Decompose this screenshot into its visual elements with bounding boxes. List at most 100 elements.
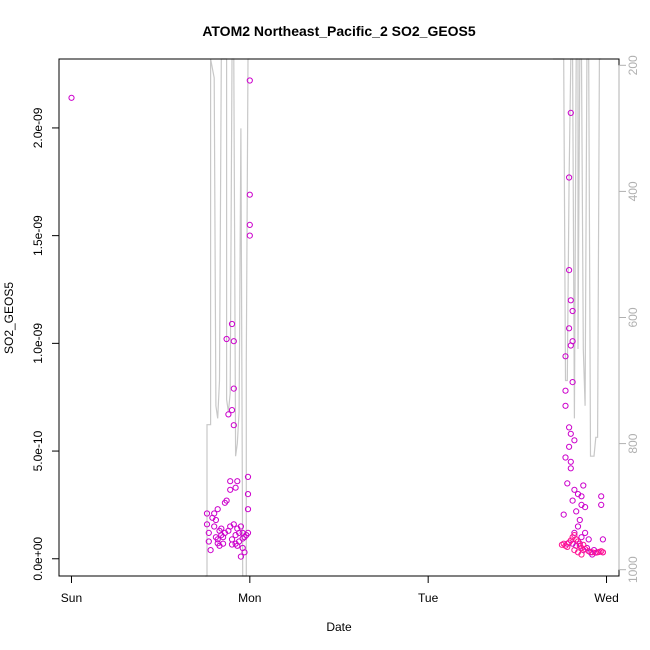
data-point: [207, 547, 214, 554]
data-point: [589, 549, 596, 556]
data-point: [571, 437, 578, 444]
data-point: [562, 402, 569, 409]
data-point: [580, 482, 587, 489]
data-point: [566, 174, 573, 181]
data-point: [244, 506, 252, 513]
data-point: [239, 535, 246, 542]
x-tick-label: Wed: [594, 591, 618, 605]
data-point: [566, 424, 573, 431]
data-point: [571, 486, 578, 493]
data-point: [564, 480, 571, 487]
data-point: [230, 385, 237, 392]
y-tick-label: 1.5e-09: [31, 215, 45, 256]
data-point: [578, 551, 585, 558]
data-point: [244, 473, 252, 480]
x-axis-label: Date: [326, 620, 352, 634]
data-point: [205, 538, 212, 545]
data-point: [211, 523, 218, 530]
data-point: [566, 267, 573, 274]
data-point: [237, 553, 244, 560]
x-axis: Sun Mon Tue Wed: [61, 575, 619, 605]
y-tick-label: 5.0e-10: [31, 430, 45, 471]
data-point: [225, 411, 232, 418]
x-tick-label: Mon: [238, 591, 261, 605]
data-point: [218, 525, 225, 532]
data-point: [212, 516, 219, 524]
data-point: [214, 540, 221, 547]
points-layer: [68, 77, 607, 560]
data-point: [567, 109, 574, 117]
data-point: [227, 486, 234, 493]
data-point: [566, 325, 573, 332]
data-point: [236, 529, 243, 537]
y-tick-label: 1.0e-09: [31, 323, 45, 364]
data-point: [232, 484, 239, 491]
data-point: [223, 335, 230, 343]
data-point: [585, 548, 592, 555]
data-point: [214, 536, 221, 543]
data-point: [578, 493, 585, 500]
data-point: [562, 387, 569, 394]
data-point: [569, 497, 576, 504]
data-point: [571, 547, 578, 554]
data-point: [234, 478, 241, 485]
plot-frame: [58, 58, 620, 577]
right-tick-label: 600: [626, 307, 640, 327]
data-point: [582, 504, 589, 511]
data-point: [562, 353, 569, 360]
data-point: [574, 523, 582, 530]
data-point: [246, 221, 253, 228]
data-point: [214, 506, 221, 513]
right-tick-label: 1000: [626, 556, 640, 583]
data-point: [230, 521, 237, 528]
data-point: [578, 544, 585, 552]
data-point: [592, 549, 599, 556]
data-point: [582, 529, 589, 537]
right-tick-label: 800: [626, 433, 640, 453]
data-point: [228, 320, 236, 328]
data-point: [241, 549, 248, 556]
plot-layer: [205, 58, 602, 577]
data-point: [567, 297, 574, 304]
data-point: [244, 491, 252, 498]
data-point: [237, 523, 244, 530]
data-point: [244, 529, 252, 537]
data-point: [567, 465, 574, 472]
data-point: [223, 497, 230, 504]
data-point: [567, 458, 574, 465]
data-point: [569, 379, 576, 386]
x-tick-label: Tue: [418, 591, 439, 605]
profile-line-segment: [553, 58, 602, 457]
data-point: [228, 541, 236, 548]
right-tick-label: 200: [626, 55, 640, 75]
data-point: [68, 94, 75, 101]
data-point: [236, 538, 243, 545]
data-point: [598, 493, 605, 500]
data-point: [566, 443, 573, 450]
data-point: [567, 430, 574, 437]
y-tick-label: 2.0e-09: [31, 107, 45, 148]
chart-title: ATOM2 Northeast_Pacific_2 SO2_GEOS5: [202, 23, 476, 39]
data-point: [576, 516, 583, 524]
data-point: [599, 536, 607, 543]
data-point: [569, 338, 576, 345]
right-tick-label: 400: [626, 181, 640, 201]
data-point: [228, 407, 236, 414]
y-tick-label: 0.0e+00: [31, 537, 45, 581]
data-point: [203, 510, 211, 517]
data-point: [246, 77, 253, 84]
data-point: [211, 510, 218, 517]
data-point: [560, 511, 567, 518]
right-y-axis: 200 400 600 800 1000: [618, 55, 640, 583]
profile-line-segment: [205, 58, 250, 577]
x-tick-label: Sun: [61, 591, 82, 605]
data-point: [227, 478, 234, 485]
data-point: [230, 338, 237, 345]
data-point: [246, 191, 253, 198]
data-point: [230, 422, 237, 429]
data-point: [573, 508, 580, 515]
data-point: [585, 536, 592, 543]
data-point: [562, 454, 569, 461]
data-point: [203, 521, 211, 528]
